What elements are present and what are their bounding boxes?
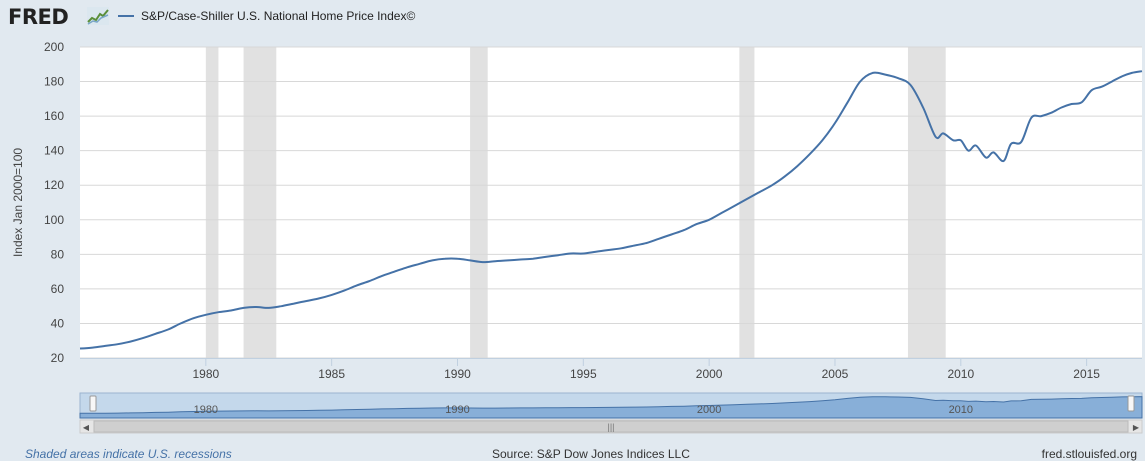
recession-band <box>739 47 755 358</box>
x-tick-label: 2005 <box>822 367 849 381</box>
x-tick-label: 1980 <box>192 367 219 381</box>
series-line <box>79 70 1143 350</box>
y-tick-label: 200 <box>44 40 64 54</box>
fred-logo: FRED <box>8 5 69 29</box>
y-tick-label: 80 <box>51 247 65 261</box>
scroll-left-arrow[interactable]: ◀ <box>83 423 90 432</box>
y-tick-label: 20 <box>51 351 65 365</box>
source-credit: Source: S&P Dow Jones Indices LLC <box>492 447 690 461</box>
line-chart: 20 40 60 80 100 120 140 160 180 200 1980 1985 1990 19… <box>11 40 1143 434</box>
navigator-handle[interactable] <box>89 395 97 412</box>
x-tick-label: 2010 <box>947 367 974 381</box>
scroll-right-arrow[interactable]: ▶ <box>1133 423 1140 432</box>
y-tick-label: 180 <box>44 75 64 89</box>
plot-area <box>80 47 1142 358</box>
recession-band <box>205 47 219 358</box>
navigator-label: 1980 <box>194 404 218 416</box>
legend-swatch <box>118 15 134 17</box>
recession-note: Shaded areas indicate U.S. recessions <box>25 447 232 461</box>
y-tick-label: 100 <box>44 213 64 227</box>
navigator-label: 2000 <box>697 404 721 416</box>
x-tick-label: 1995 <box>570 367 597 381</box>
recession-band <box>907 47 946 358</box>
x-tick-label: 1985 <box>318 367 345 381</box>
x-tick-label: 2000 <box>696 367 723 381</box>
fred-graph-icon <box>87 7 109 25</box>
y-tick-label: 40 <box>51 316 65 330</box>
site-credit: fred.stlouisfed.org <box>1041 447 1137 461</box>
y-tick-label: 60 <box>51 282 65 296</box>
y-tick-label: 160 <box>44 109 64 123</box>
y-tick-label: 140 <box>44 144 64 158</box>
y-tick-label: 120 <box>44 178 64 192</box>
x-tick-label: 1990 <box>444 367 471 381</box>
recession-band <box>470 47 488 358</box>
scrollbar-grip-icon: ||| <box>607 422 614 432</box>
x-tick-label: 2015 <box>1073 367 1100 381</box>
navigator-area <box>79 396 1143 419</box>
scrollbar-thumb[interactable] <box>93 420 1129 433</box>
legend-label: S&P/Case-Shiller U.S. National Home Pric… <box>141 9 416 23</box>
recession-band <box>243 47 277 358</box>
y-axis-label: Index Jan 2000=100 <box>11 148 25 257</box>
navigator-handle[interactable] <box>1127 395 1135 412</box>
navigator-label: 1990 <box>445 404 469 416</box>
chart-legend[interactable]: S&P/Case-Shiller U.S. National Home Pric… <box>118 9 415 23</box>
navigator-label: 2010 <box>949 404 973 416</box>
